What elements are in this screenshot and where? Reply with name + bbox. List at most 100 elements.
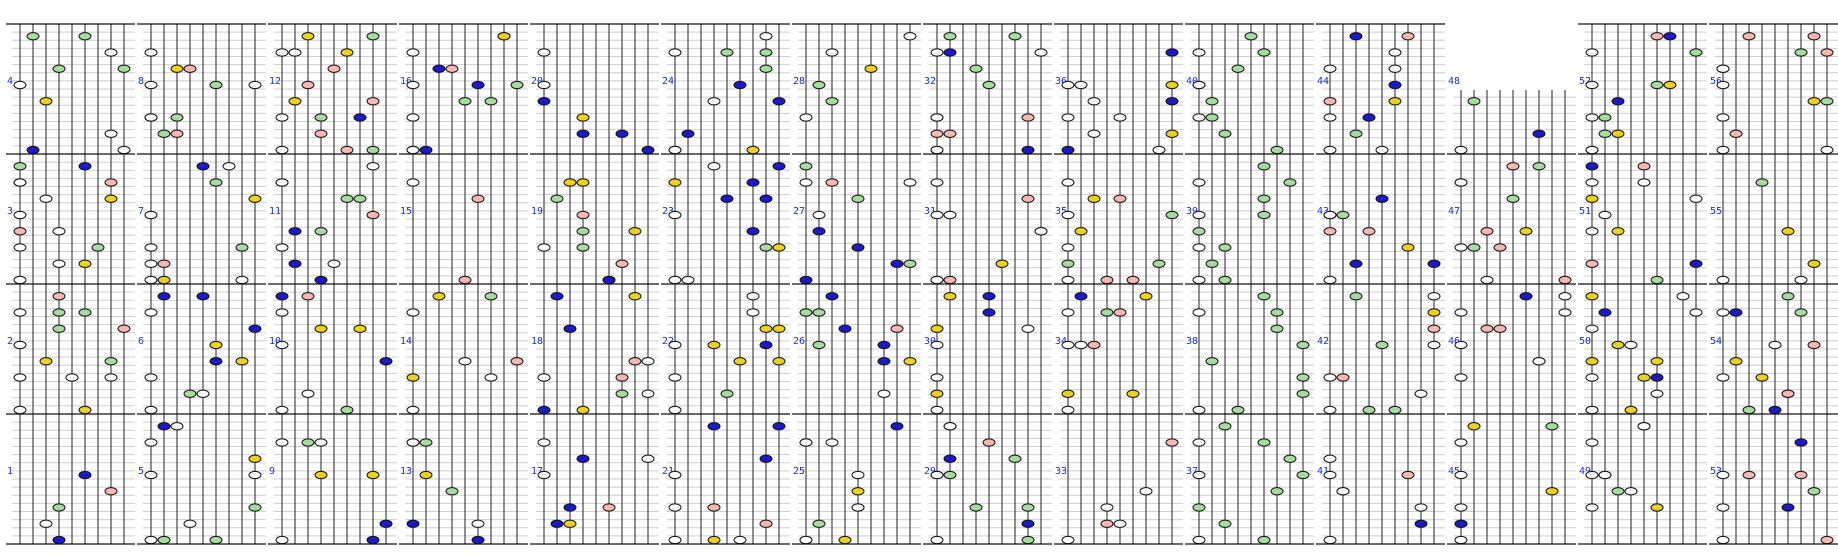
note [1388, 64, 1402, 73]
note [497, 32, 511, 41]
measure-number: 4 [7, 76, 13, 87]
note [930, 324, 944, 333]
note [1336, 210, 1350, 220]
note [1336, 487, 1350, 496]
note [301, 389, 315, 398]
note [903, 357, 917, 366]
note [1454, 145, 1468, 155]
note [1454, 519, 1468, 528]
note [314, 324, 328, 333]
note [1323, 373, 1337, 382]
note [825, 292, 839, 301]
note [275, 438, 289, 447]
note [1689, 308, 1703, 317]
note [170, 422, 184, 431]
note [1218, 422, 1232, 431]
note [1624, 405, 1638, 415]
note [1585, 324, 1599, 333]
note [183, 519, 197, 528]
note [1807, 340, 1821, 350]
note [1611, 487, 1625, 496]
note [1807, 97, 1821, 106]
note [759, 48, 773, 57]
note [353, 324, 367, 333]
note [668, 275, 682, 285]
note [1257, 194, 1271, 203]
note [1139, 487, 1153, 496]
note [1257, 292, 1271, 301]
note [13, 405, 27, 415]
note [930, 113, 944, 122]
note [1427, 292, 1441, 301]
note [1716, 275, 1730, 285]
note [1689, 48, 1703, 57]
note [707, 503, 721, 512]
note [812, 308, 826, 317]
note [1061, 210, 1075, 220]
note [668, 340, 682, 350]
note [13, 243, 27, 252]
note [471, 535, 485, 545]
measure-number: 48 [1448, 76, 1460, 87]
note [1021, 503, 1035, 512]
note [366, 32, 380, 41]
note [288, 97, 302, 106]
note [340, 405, 354, 415]
note [1323, 405, 1337, 415]
note [248, 324, 262, 333]
note [1113, 308, 1127, 317]
note [1021, 519, 1035, 528]
note [615, 259, 629, 268]
note [943, 454, 957, 463]
measure-number: 43 [1317, 206, 1329, 217]
note [1545, 487, 1559, 496]
note [1100, 308, 1114, 317]
note [1061, 243, 1075, 252]
note [1611, 227, 1625, 236]
note [982, 438, 996, 447]
note [759, 64, 773, 73]
note [1349, 129, 1363, 138]
note [144, 373, 158, 382]
note [170, 64, 184, 73]
measure-number: 16 [400, 76, 412, 87]
note [1794, 308, 1808, 317]
note [104, 487, 118, 496]
note [26, 145, 40, 155]
note [576, 178, 590, 187]
note [930, 129, 944, 138]
note [1637, 373, 1651, 382]
note [510, 357, 524, 366]
note [1205, 97, 1219, 106]
note [943, 48, 957, 57]
note [1637, 162, 1651, 171]
note [602, 275, 616, 285]
note [1729, 308, 1743, 317]
measure-number: 7 [138, 206, 144, 217]
measure-number: 45 [1448, 466, 1460, 477]
note [903, 259, 917, 268]
note [484, 292, 498, 301]
note [930, 178, 944, 187]
note [628, 292, 642, 301]
note [1532, 129, 1546, 138]
note [1165, 210, 1179, 220]
note [1061, 145, 1075, 155]
measure-number: 46 [1448, 336, 1460, 347]
note [1768, 405, 1782, 415]
note [13, 308, 27, 317]
note [1205, 113, 1219, 122]
note [1296, 340, 1310, 350]
note [1755, 373, 1769, 382]
note [1336, 373, 1350, 382]
note [1598, 129, 1612, 138]
note [812, 340, 826, 350]
note [1467, 422, 1481, 431]
note [1585, 194, 1599, 203]
measure-number: 25 [793, 466, 805, 477]
note [1716, 145, 1730, 155]
note [1270, 487, 1284, 496]
note [1624, 487, 1638, 496]
note [1349, 292, 1363, 301]
note [1454, 243, 1468, 252]
